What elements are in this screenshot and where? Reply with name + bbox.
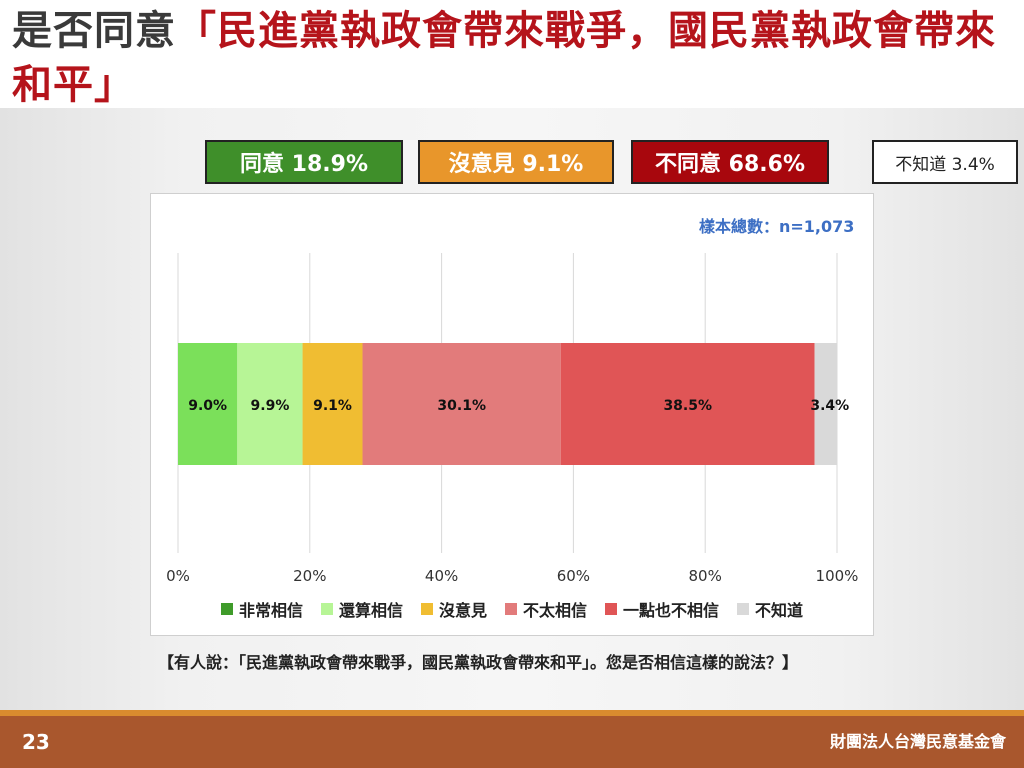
x-tick-label: 60% [557, 567, 590, 585]
x-tick-label: 40% [425, 567, 458, 585]
data-label: 9.9% [251, 398, 290, 414]
legend-item: 還算相信 [320, 597, 403, 621]
x-tick-label: 0% [166, 567, 190, 585]
legend-swatch [320, 603, 333, 615]
x-tick-label: 80% [689, 567, 722, 585]
data-label: 9.0% [188, 398, 227, 414]
legend-swatch [737, 603, 750, 615]
bar-segment [302, 343, 363, 465]
legend-item: 一點也不相信 [605, 597, 719, 621]
legend-label: 還算相信 [338, 601, 403, 620]
legend-swatch [420, 603, 433, 615]
page-number: 23 [22, 730, 50, 754]
survey-question: 【有人說：「民進黨執政會帶來戰爭，國民黨執政會帶來和平」。您是否相信這樣的說法？… [158, 653, 799, 672]
x-tick-label: 100% [816, 567, 859, 585]
legend-label: 非常相信 [238, 601, 303, 620]
bar-segment [560, 343, 815, 465]
data-label: 3.4% [810, 398, 849, 414]
title-prefix: 是否同意 [12, 8, 176, 54]
summary-disagree-box: 不同意 68.6% [631, 140, 829, 184]
data-label: 38.5% [663, 398, 712, 414]
chart-legend: 非常相信 還算相信 沒意見 不太相信 一點也不相信 不知道 [150, 597, 874, 621]
page-title: 是否同意「民進黨執政會帶來戰爭，國民黨執政會帶來和平」 [12, 4, 1012, 112]
legend-swatch [505, 603, 517, 615]
title-area: 是否同意「民進黨執政會帶來戰爭，國民黨執政會帶來和平」 [0, 0, 1024, 108]
organization-name: 財團法人台灣民意基金會 [829, 732, 1006, 751]
x-tick-label: 20% [293, 567, 326, 585]
bar-segment [814, 343, 837, 465]
bar-segment [237, 343, 303, 465]
data-label: 9.1% [313, 398, 352, 414]
legend-item: 沒意見 [420, 597, 487, 621]
legend-label: 不知道 [755, 601, 804, 620]
legend-item: 不太相信 [505, 597, 587, 621]
legend-label: 沒意見 [438, 601, 487, 620]
legend-swatch [220, 603, 233, 615]
summary-agree-box: 同意 18.9% [205, 140, 403, 184]
bar-segment [362, 343, 561, 465]
legend-item: 非常相信 [220, 597, 303, 621]
legend-item: 不知道 [737, 597, 803, 621]
data-label: 30.1% [437, 398, 486, 414]
summary-neutral-box: 沒意見 9.1% [418, 140, 614, 184]
legend-swatch [605, 603, 618, 615]
sample-size: 樣本總數：n=1,073 [699, 217, 855, 236]
summary-unknown-box: 不知道 3.4% [872, 140, 1018, 184]
title-quoted: 「民進黨執政會帶來戰爭，國民黨執政會帶來和平」 [12, 8, 996, 108]
legend-label: 不太相信 [523, 601, 588, 620]
stacked-bar-chart: 0% 20% 40% 60% 80% 100% 9.0% 9.9% 9.1% 30.1% 38.5%… [166, 253, 859, 585]
legend-label: 一點也不相信 [623, 601, 720, 620]
footer-bar [0, 710, 1024, 768]
bar-segment [178, 343, 238, 465]
